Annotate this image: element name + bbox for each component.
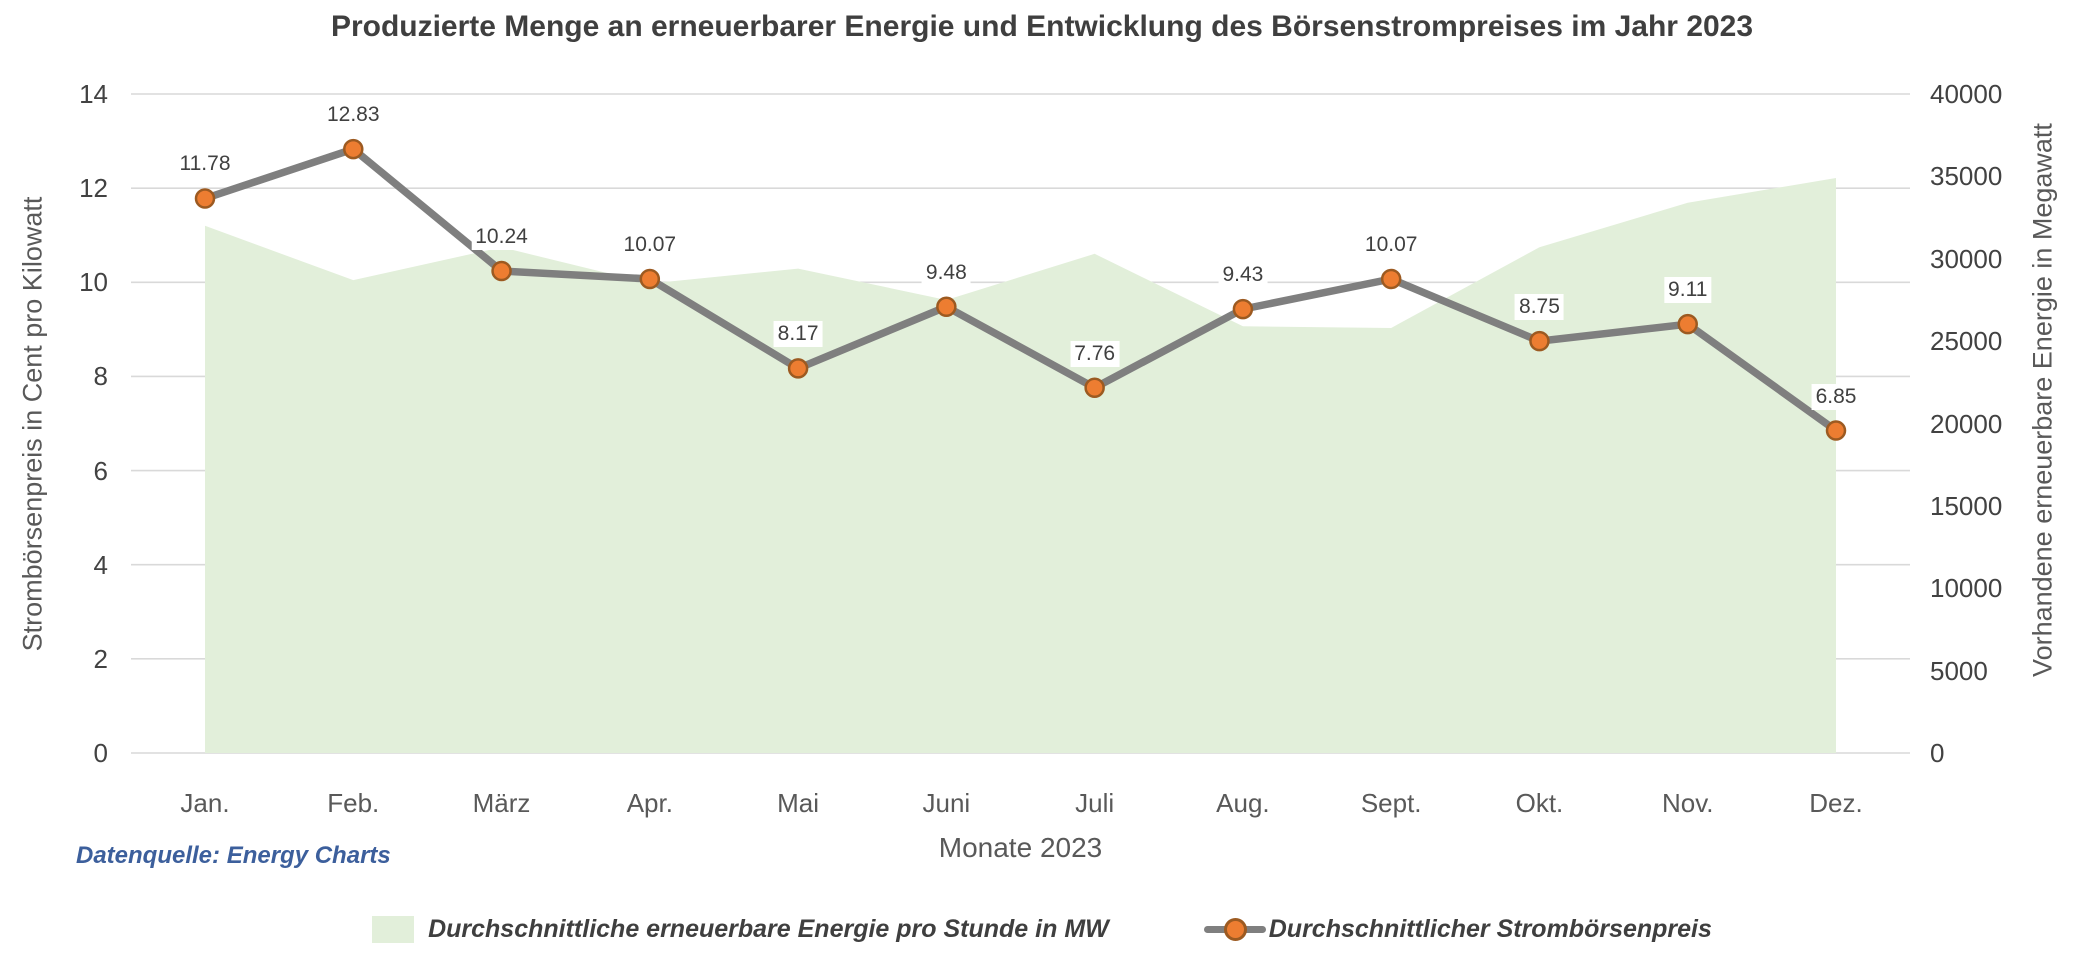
data-point-marker[interactable] [1084, 377, 1105, 398]
left-axis-tick-label: 2 [93, 643, 108, 674]
right-axis-tick-label: 5000 [1930, 655, 1988, 686]
area-series-erneuerbare-energie[interactable] [205, 178, 1836, 753]
legend-entry-area[interactable]: Durchschnittliche erneuerbare Energie pr… [372, 915, 1109, 944]
data-point-marker[interactable] [639, 268, 661, 290]
x-axis-category-label: Apr. [626, 788, 673, 818]
data-point-label: 10.07 [1360, 231, 1422, 258]
data-point-marker[interactable] [194, 188, 216, 209]
x-axis-category-label: Jan. [180, 788, 230, 818]
x-axis-title: Monate 2023 [938, 832, 1103, 863]
data-point-label: 9.11 [1664, 277, 1712, 304]
right-axis-tick-label: 15000 [1930, 490, 2003, 521]
x-axis-category-label: Juni [922, 788, 971, 818]
data-point-label: 10.24 [471, 223, 532, 250]
right-axis-tick-label: 0 [1930, 738, 1945, 768]
right-axis-tick-label: 35000 [1930, 161, 2003, 192]
data-point-marker[interactable] [936, 296, 957, 318]
left-axis-tick-label: 12 [79, 173, 108, 204]
data-point-marker[interactable] [1529, 330, 1550, 352]
left-axis-tick-label: 10 [79, 267, 108, 298]
right-axis-tick-label: 30000 [1930, 243, 2003, 274]
data-point-marker[interactable] [1232, 298, 1254, 320]
data-point-label: 6.85 [1811, 383, 1861, 410]
data-point-marker[interactable] [491, 260, 512, 282]
x-axis-category-label: Dez. [1809, 788, 1863, 818]
data-point-marker[interactable] [1380, 268, 1402, 290]
x-axis-category-label: Aug. [1216, 788, 1270, 818]
left-axis-tick-label: 6 [93, 455, 108, 486]
legend-label-area: Durchschnittliche erneuerbare Energie pr… [428, 914, 1109, 943]
data-point-marker[interactable] [787, 358, 809, 379]
x-axis-category-label: März [472, 788, 531, 818]
data-point-marker[interactable] [1825, 420, 1847, 441]
right-axis-tick-label: 40000 [1930, 79, 2003, 109]
x-axis-category-label: Juli [1075, 788, 1115, 818]
data-point-label: 11.78 [175, 151, 235, 178]
legend-entry-line[interactable]: Durchschnittlicher Strombörsenpreis [1203, 914, 1712, 944]
data-point-label: 9.48 [921, 259, 971, 286]
x-axis-category-label: Sept. [1360, 788, 1422, 818]
left-axis-tick-label: 14 [79, 79, 108, 109]
data-point-label: 8.75 [1515, 294, 1564, 321]
chart-title: Produzierte Menge an erneuerbarer Energi… [330, 10, 1754, 43]
data-point-label: 12.83 [322, 102, 384, 129]
line-dot-marker-icon [1203, 917, 1266, 941]
x-axis-category-label: Mai [777, 788, 820, 818]
data-point-marker[interactable] [1677, 313, 1698, 335]
right-axis-tick-label: 25000 [1930, 326, 2003, 357]
data-point-label: 9.43 [1218, 262, 1268, 289]
x-axis-category-label: Okt. [1515, 788, 1564, 818]
left-axis-tick-label: 8 [93, 361, 108, 392]
right-axis-tick-label: 10000 [1930, 573, 2003, 604]
x-axis-category-label: Nov. [1661, 788, 1714, 818]
line-series-stromboersenpreis[interactable] [201, 145, 1840, 435]
data-point-label: 7.76 [1070, 340, 1120, 367]
data-source-note: Datenquelle: Energy Charts [76, 842, 391, 869]
x-axis-category-label: Feb. [327, 788, 380, 818]
left-axis-tick-label: 0 [93, 738, 108, 768]
left-axis-tick-label: 4 [93, 549, 108, 580]
data-point-label: 10.07 [619, 231, 681, 258]
data-point-label: 8.17 [773, 321, 823, 348]
legend: Durchschnittliche erneuerbare Energie pr… [0, 903, 2084, 955]
area-swatch-icon [372, 915, 415, 943]
right-axis-tick-label: 20000 [1930, 408, 2003, 439]
data-point-marker[interactable] [343, 138, 364, 160]
legend-label-line: Durchschnittlicher Strombörsenpreis [1268, 914, 1712, 943]
